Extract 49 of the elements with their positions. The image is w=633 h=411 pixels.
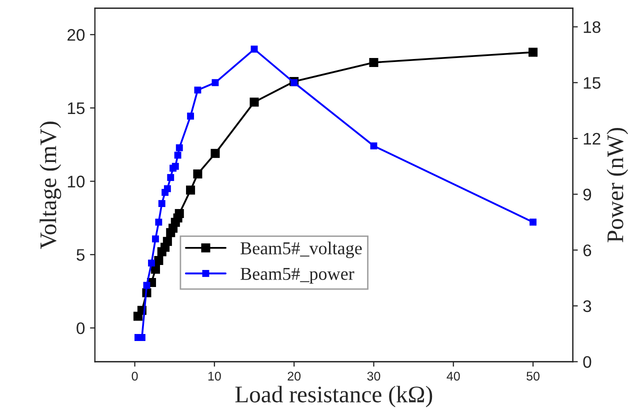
point: [158, 200, 166, 208]
point: [194, 86, 202, 94]
y2-axis-title: Power (nW): [606, 128, 628, 242]
x-tick-label: 0: [132, 372, 138, 381]
y-tick-label: 15: [68, 102, 85, 114]
y2-tick-label: 6: [583, 244, 592, 256]
point: [167, 174, 174, 181]
point: [370, 142, 378, 150]
x-tick-label: 20: [288, 372, 301, 381]
y2-tick-label: 3: [583, 300, 592, 312]
point: [155, 218, 162, 226]
legend-label: Beam5#_power: [240, 268, 354, 284]
x-tick-label: 40: [446, 372, 460, 381]
y-tick-label: 20: [68, 29, 85, 41]
y-tick-label: 0: [76, 322, 85, 334]
point: [250, 98, 259, 107]
point: [528, 48, 538, 57]
point: [530, 218, 537, 226]
y2-tick-label: 0: [583, 356, 592, 368]
y2-tick-label: 15: [584, 77, 600, 89]
y2-tick-label: 12: [584, 132, 600, 144]
point: [212, 79, 219, 86]
point: [174, 209, 184, 218]
point: [369, 58, 378, 67]
point: [176, 144, 183, 152]
y2-tick-label: 18: [584, 21, 600, 34]
point: [143, 282, 150, 289]
point: [148, 260, 155, 267]
y-axis-title: Voltage (mV): [40, 122, 62, 250]
y-tick-label: 5: [76, 249, 85, 261]
point: [174, 152, 182, 159]
point: [193, 169, 202, 178]
point: [250, 46, 258, 53]
y-tick-label: 10: [68, 176, 85, 188]
x-axis-title: Load resistance (kΩ): [235, 386, 432, 408]
point: [210, 148, 220, 158]
point: [186, 186, 196, 195]
x-tick-label: 10: [208, 372, 221, 381]
point: [154, 256, 164, 265]
x-tick-label: 30: [367, 372, 380, 381]
point: [152, 235, 159, 242]
point: [172, 162, 179, 170]
point: [150, 264, 160, 274]
point: [164, 185, 171, 192]
point: [162, 236, 172, 246]
x-tick-label: 50: [526, 372, 540, 381]
point: [187, 112, 194, 120]
legend-label: Beam5#_voltage: [240, 242, 362, 258]
y2-tick-label: 9: [583, 188, 592, 200]
